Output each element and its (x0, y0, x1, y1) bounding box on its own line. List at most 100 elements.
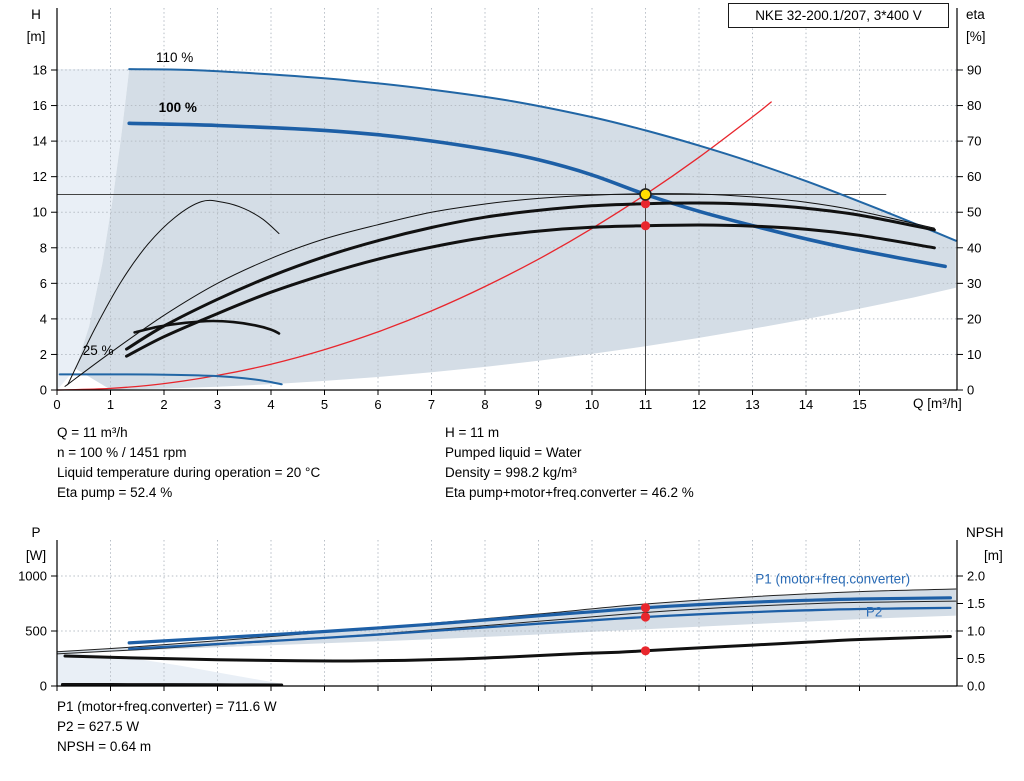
info-flow: Q = 11 m³/h (57, 425, 128, 440)
svg-text:2.0: 2.0 (967, 569, 985, 584)
svg-text:[m]: [m] (984, 548, 1003, 563)
hq-chart: 110 %100 %25 %0 1 2 3 4 5 6 7 8 9 10 11 12 13 14 150246… (27, 7, 986, 412)
info-speed: n = 100 % / 1451 rpm (57, 445, 187, 460)
svg-text:60: 60 (967, 169, 981, 184)
svg-text:30: 30 (967, 276, 981, 291)
pump-model-label: NKE 32-200.1/207, 3*400 V (728, 3, 949, 28)
info-eta-pump: Eta pump = 52.4 % (57, 485, 173, 500)
svg-text:0.0: 0.0 (967, 679, 985, 694)
svg-text:[%]: [%] (966, 29, 986, 44)
svg-text:50: 50 (967, 205, 981, 220)
npsh-point (640, 646, 651, 656)
svg-text:0: 0 (53, 397, 60, 412)
region-left-pale (57, 652, 282, 685)
svg-text:Q [m³/h]: Q [m³/h] (913, 396, 962, 411)
svg-text:1: 1 (107, 397, 114, 412)
svg-text:9: 9 (535, 397, 542, 412)
annotation-label: 25 % (83, 343, 114, 358)
info-liquid-temp: Liquid temperature during operation = 20… (57, 465, 321, 480)
svg-text:500: 500 (25, 624, 47, 639)
svg-text:0: 0 (967, 383, 974, 398)
power-npsh-chart: P1 (motor+freq.converter) P2 0 500 1000 0.0 0.… (18, 525, 1003, 694)
svg-text:NPSH: NPSH (966, 525, 1004, 540)
svg-text:7: 7 (428, 397, 435, 412)
svg-text:0: 0 (40, 383, 47, 398)
svg-text:[m]: [m] (27, 29, 46, 44)
tick-labels: 0 500 1000 0.0 0.5 1.0 1.5 2.0 (18, 569, 985, 694)
svg-text:3: 3 (214, 397, 221, 412)
series-npsh-curve (63, 635, 952, 663)
svg-text:8: 8 (481, 397, 488, 412)
series-speed-25pct (58, 373, 283, 386)
svg-text:40: 40 (967, 240, 981, 255)
region-power-envelope (57, 589, 956, 654)
duty-info-right: H = 11 m Pumped liquid = Water Density =… (445, 423, 694, 503)
info-density: Density = 998.2 kg/m³ (445, 465, 577, 480)
series-system-curve (56, 101, 772, 391)
svg-text:10: 10 (967, 347, 981, 362)
info-p2: P2 = 627.5 W (57, 719, 140, 734)
series-eta-thin-short (67, 199, 280, 386)
svg-text:18: 18 (33, 63, 47, 78)
series-p-25pct (60, 683, 284, 687)
svg-text:80: 80 (967, 98, 981, 113)
info-eta-total: Eta pump+motor+freq.converter = 46.2 % (445, 485, 694, 500)
svg-text:P: P (31, 525, 40, 540)
annotation-label: P1 (motor+freq.converter) (755, 572, 910, 587)
svg-text:2: 2 (40, 347, 47, 362)
svg-text:2: 2 (160, 397, 167, 412)
svg-text:4: 4 (40, 311, 47, 326)
svg-text:15: 15 (852, 397, 866, 412)
p2-point (640, 612, 651, 622)
duty-info-left: Q = 11 m³/h n = 100 % / 1451 rpm Liquid … (57, 423, 320, 503)
svg-text:12: 12 (692, 397, 706, 412)
series-p2-curve (128, 606, 952, 650)
axis-titles: H [m] eta [%] Q [m³/h] (27, 7, 986, 411)
eta-pump-point (640, 199, 651, 209)
svg-text:4: 4 (267, 397, 274, 412)
svg-text:14: 14 (33, 134, 47, 149)
svg-text:6: 6 (40, 276, 47, 291)
power-info: P1 (motor+freq.converter) = 711.6 W P2 =… (57, 697, 277, 757)
region-left-pale (57, 69, 130, 390)
tick-labels: 0 1 2 3 4 5 6 7 8 9 10 11 12 13 14 15024681012141618010… (33, 63, 982, 413)
svg-text:1.5: 1.5 (967, 596, 985, 611)
svg-text:1000: 1000 (18, 569, 47, 584)
axes (56, 8, 958, 391)
region-operating-envelope (75, 69, 956, 390)
info-pumped-liquid: Pumped liquid = Water (445, 445, 582, 460)
series-speed-110pct (128, 68, 957, 242)
svg-text:8: 8 (40, 240, 47, 255)
tick-marks (51, 69, 963, 395)
svg-text:1.0: 1.0 (967, 624, 985, 639)
info-p1: P1 (motor+freq.converter) = 711.6 W (57, 699, 277, 714)
svg-text:eta: eta (966, 7, 985, 22)
axis-titles: P [W] NPSH [m] (26, 525, 1004, 563)
series-eta-pump (125, 201, 936, 351)
info-npsh: NPSH = 0.64 m (57, 739, 152, 754)
tick-marks (51, 575, 963, 691)
svg-text:14: 14 (799, 397, 813, 412)
svg-text:13: 13 (745, 397, 759, 412)
svg-text:11: 11 (639, 397, 653, 412)
svg-text:0: 0 (40, 679, 47, 694)
p1-point (640, 603, 651, 613)
annotation-label: 110 % (156, 50, 193, 65)
series-eta-total (125, 223, 936, 358)
svg-text:90: 90 (967, 63, 981, 78)
svg-text:20: 20 (967, 311, 981, 326)
duty-point (639, 188, 652, 201)
series-speed-100pct (127, 121, 947, 269)
svg-text:70: 70 (967, 134, 981, 149)
svg-text:6: 6 (374, 397, 381, 412)
axes (56, 540, 958, 687)
series-eta-pump-thin (64, 193, 935, 387)
svg-text:0.5: 0.5 (967, 651, 985, 666)
annotation-label: P2 (866, 605, 883, 620)
svg-text:5: 5 (321, 397, 328, 412)
eta-total-point (640, 221, 651, 231)
svg-text:10: 10 (33, 205, 47, 220)
svg-text:12: 12 (33, 169, 47, 184)
